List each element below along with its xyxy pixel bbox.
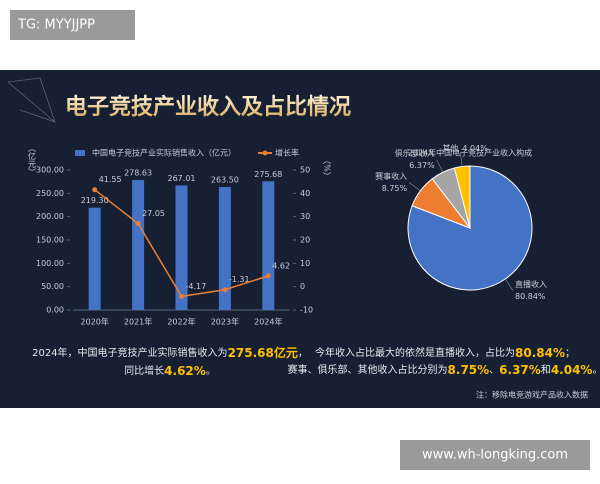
bar: [218, 187, 231, 310]
leader-line: [460, 152, 463, 167]
x-tick-label: 2022年: [167, 317, 195, 327]
pie-label: 其他: [442, 143, 458, 153]
growth-point: [92, 187, 98, 193]
text: 今年收入占比最大的依然是直播收入，占比为: [315, 346, 515, 359]
decoration: [7, 77, 56, 124]
watermark-bottom: www.wh-longking.com: [422, 448, 568, 463]
bar: [132, 179, 145, 310]
y-tick-label: 300.00: [36, 166, 64, 175]
watermark-top: TG: MYYJJPP: [17, 18, 95, 33]
summary-right-2: 赛事、俱乐部、其他收入占比分别为8.75%、6.37%和4.04%。: [288, 363, 600, 377]
bar-value-label: 267.01: [168, 174, 196, 183]
text: 和: [541, 364, 551, 376]
bar-value-label: 275.68: [254, 170, 282, 179]
bar: [88, 207, 101, 310]
pie-label: 俱乐部收入: [395, 148, 435, 158]
text: ；: [565, 348, 575, 359]
x-tick-label: 2021年: [124, 317, 152, 327]
line-value-label: -1.31: [229, 275, 250, 284]
watermark-box: [10, 10, 135, 40]
line-value-label: 27.05: [142, 209, 165, 218]
line-value-label: -4.17: [186, 282, 207, 291]
text: 。: [592, 365, 600, 376]
legend-swatch: [75, 150, 85, 156]
growth-point: [265, 273, 271, 279]
pie-value-label: 6.37%: [409, 161, 435, 170]
bar-value-label: 278.63: [124, 168, 152, 177]
y-tick-label: 0.00: [46, 306, 64, 315]
charts: 0.00 50.00 100.00 150.00 200.00 250.00 300.00 -…: [28, 143, 548, 326]
line-value-label: 4.62: [272, 261, 290, 270]
highlight: 4.62%: [164, 364, 206, 378]
y2-tick-label: 50: [300, 166, 310, 175]
y2-tick-label: 20: [300, 236, 310, 245]
highlight: 8.75%: [448, 363, 490, 377]
y-tick-label: 50.00: [41, 282, 64, 291]
y-tick-label: 150.00: [36, 236, 64, 245]
pie-label: 赛事收入: [375, 171, 407, 181]
text: 同比增长: [124, 364, 164, 377]
page-title: 电子竞技产业收入及占比情况: [65, 94, 351, 120]
summary-left-2: 同比增长4.62%。: [124, 364, 216, 378]
text: 、: [489, 365, 499, 376]
pie-slice: [453, 165, 471, 229]
leader-line: [408, 182, 421, 192]
y2-tick-label: 0: [300, 282, 305, 291]
bar: [175, 185, 188, 310]
bar-value-label: 219.30: [81, 196, 109, 205]
x-tick-label: 2020年: [81, 317, 109, 327]
pie-value-label: 80.84%: [515, 292, 546, 301]
axis-label: （亿元）: [28, 144, 37, 176]
highlight: 6.37%: [499, 363, 541, 377]
watermark-box: [400, 440, 590, 470]
text: 。: [206, 366, 216, 377]
highlight: 4.04%: [551, 363, 593, 377]
x-tick-label: 2024年: [254, 317, 282, 327]
leader-line: [504, 278, 514, 291]
pie-value-label: 8.75%: [382, 184, 408, 193]
y2-tick-label: 30: [300, 212, 310, 221]
highlight: 80.84%: [515, 346, 565, 360]
growth-point: [222, 287, 228, 293]
summary-left-1: 2024年，中国电子竞技产业实际销售收入为275.68亿元，: [32, 345, 308, 360]
axis-label: （%）: [323, 156, 332, 180]
pie-value-label: 4.04%: [462, 144, 488, 153]
line-value-label: 41.55: [99, 175, 122, 184]
note: 注：移除电竞游戏产品收入数据: [476, 390, 588, 400]
y-tick-label: 200.00: [36, 212, 64, 221]
legend-label: 增长率: [275, 148, 299, 158]
text: 2024年，中国电子竞技产业实际销售收入为: [32, 346, 227, 359]
legend-swatch: [262, 150, 268, 156]
leader-line: [436, 159, 444, 173]
summary-right-1: 今年收入占比最大的依然是直播收入，占比为80.84%；: [315, 346, 575, 360]
x-tick-label: 2023年: [211, 317, 239, 327]
text: 赛事、俱乐部、其他收入占比分别为: [288, 363, 448, 376]
y2-tick-label: 40: [300, 189, 310, 198]
pie-title: 2024年中国电子竞技产业收入构成: [408, 148, 532, 158]
legend-label: 中国电子竞技产业实际销售收入（亿元）: [92, 148, 236, 158]
y2-tick-label: 10: [300, 259, 310, 268]
y-tick-label: 250.00: [36, 189, 64, 198]
bar: [262, 181, 275, 310]
bar-value-label: 263.50: [211, 176, 239, 185]
pie-label: 直播收入: [515, 279, 547, 289]
highlight: 275.68亿元: [228, 345, 298, 360]
growth-point: [135, 221, 141, 227]
y2-tick-label: -10: [300, 306, 313, 315]
text: ，: [298, 348, 308, 359]
growth-point: [179, 293, 184, 299]
y-tick-label: 100.00: [36, 259, 64, 268]
